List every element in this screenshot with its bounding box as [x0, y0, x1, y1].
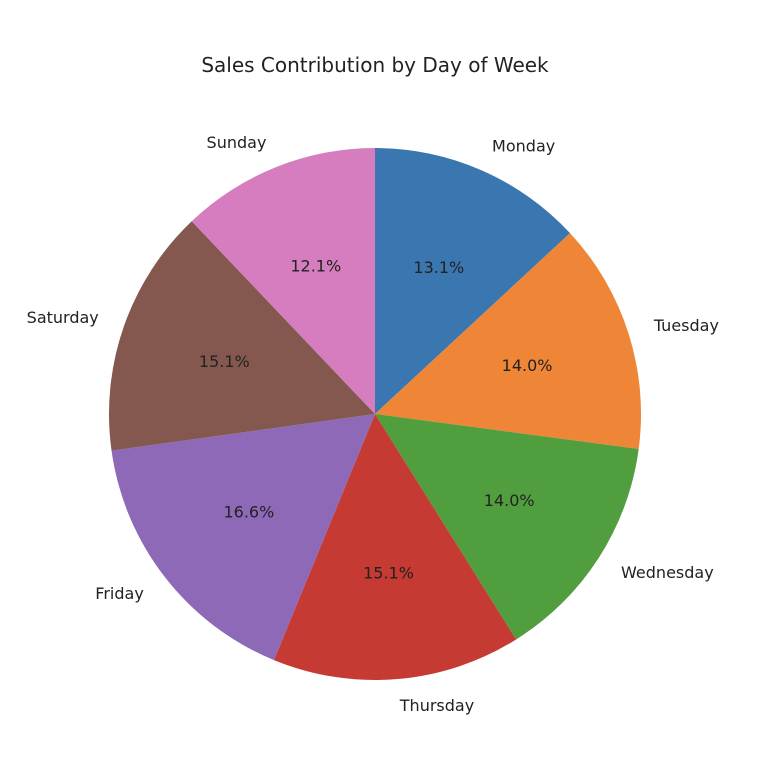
slice-label-wednesday: Wednesday — [621, 563, 714, 582]
slice-percent-sunday: 12.1% — [290, 256, 341, 275]
pie-slice-friday — [111, 414, 375, 661]
slice-label-saturday: Saturday — [27, 308, 99, 327]
slice-percent-thursday: 15.1% — [363, 564, 414, 583]
slice-label-thursday: Thursday — [399, 696, 474, 715]
pie-slice-sunday — [191, 148, 375, 414]
pie-slice-thursday — [273, 414, 517, 681]
pie-slice-tuesday — [375, 233, 641, 449]
slice-label-sunday: Sunday — [207, 133, 267, 152]
slice-percent-tuesday: 14.0% — [502, 356, 553, 375]
pie-slices — [109, 148, 641, 681]
chart-title: Sales Contribution by Day of Week — [201, 53, 549, 77]
slice-label-monday: Monday — [492, 136, 555, 155]
slice-label-tuesday: Tuesday — [653, 316, 719, 335]
slice-percent-friday: 16.6% — [223, 502, 274, 521]
pie-labels: Monday 13.1% Tuesday 14.0% Wednesday 14.0% Thu… — [27, 133, 719, 715]
pie-slice-saturday — [109, 221, 376, 451]
slice-percent-monday: 13.1% — [413, 258, 464, 277]
pie-slice-monday — [375, 148, 571, 414]
slice-label-friday: Friday — [95, 584, 144, 603]
pie-slice-wednesday — [375, 414, 639, 640]
slice-percent-saturday: 15.1% — [199, 352, 250, 371]
slice-percent-wednesday: 14.0% — [484, 491, 535, 510]
